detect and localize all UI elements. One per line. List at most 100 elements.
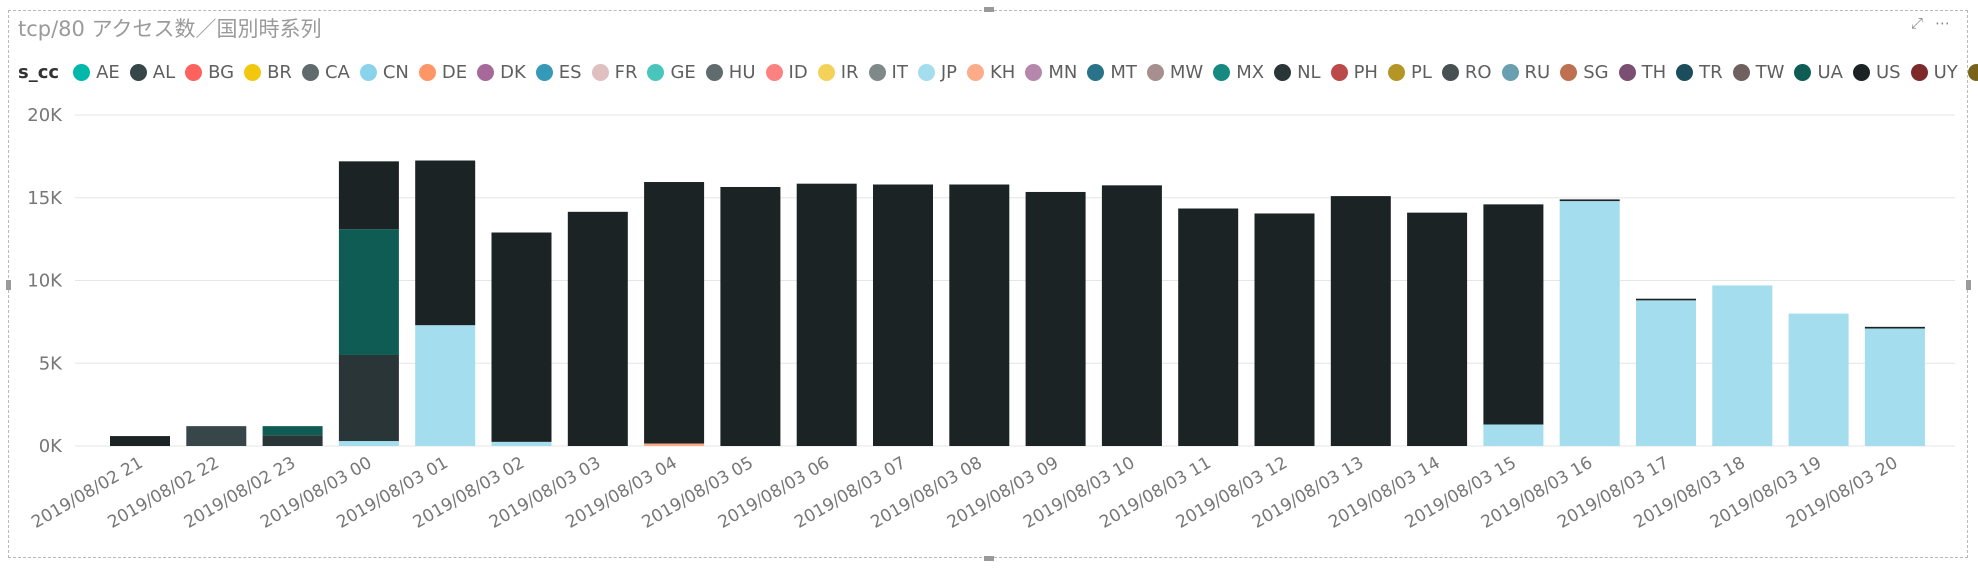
legend-item-id[interactable]: ID: [765, 62, 808, 83]
bar-segment-us[interactable]: [1864, 326, 1925, 329]
bar-segment-jp[interactable]: [491, 441, 552, 446]
legend-marker: [705, 64, 723, 81]
bar-segment-us[interactable]: [491, 232, 552, 442]
legend-item-tr[interactable]: TR: [1676, 62, 1723, 83]
resize-handle-bottom[interactable]: [984, 556, 994, 561]
bar-segment-us[interactable]: [415, 160, 476, 326]
bar-segment-jp[interactable]: [1636, 300, 1696, 446]
bar-segment-us[interactable]: [1101, 185, 1162, 446]
legend-marker: [73, 64, 91, 81]
resize-handle-top[interactable]: [984, 7, 994, 12]
bar-segment-us[interactable]: [1559, 199, 1620, 202]
y-tick-label: 0K: [39, 436, 63, 457]
bar-segment-jp[interactable]: [1712, 285, 1773, 446]
legend-marker: [1146, 64, 1164, 81]
bar-segment-jp[interactable]: [338, 441, 399, 446]
legend-item-nl[interactable]: NL: [1274, 62, 1321, 83]
bar-segment-us[interactable]: [1330, 196, 1391, 446]
legend-marker: [1967, 64, 1978, 81]
legend-label: MT: [1110, 62, 1137, 83]
bar-segment-us[interactable]: [338, 161, 399, 230]
bar-segment-nl[interactable]: [338, 354, 399, 442]
bar-segment-us[interactable]: [644, 182, 705, 444]
legend-item-mn[interactable]: MN: [1025, 62, 1077, 83]
legend-item-tw[interactable]: TW: [1732, 62, 1784, 83]
bar-segment-ua[interactable]: [262, 426, 323, 436]
bar-segment-us[interactable]: [567, 211, 628, 446]
resize-handle-left[interactable]: [6, 280, 11, 290]
legend-label: UY: [1933, 62, 1958, 83]
bar-segment-jp[interactable]: [1559, 201, 1620, 446]
legend-item-ge[interactable]: GE: [647, 62, 696, 83]
legend-marker: [647, 64, 665, 81]
legend-item-sg[interactable]: SG: [1560, 62, 1609, 83]
legend-item-pl[interactable]: PL: [1387, 62, 1432, 83]
bar-segment-us[interactable]: [1178, 208, 1239, 446]
bar-segment-jp[interactable]: [1788, 313, 1849, 446]
legend-item-fr[interactable]: FR: [591, 62, 638, 83]
legend-item-jp[interactable]: JP: [917, 62, 957, 83]
legend-item-al[interactable]: AL: [129, 62, 175, 83]
bar-segment-us[interactable]: [1407, 212, 1468, 446]
bar-segment-al[interactable]: [186, 426, 247, 446]
bar-segment-ua[interactable]: [338, 229, 399, 355]
bar-segment-us[interactable]: [873, 184, 933, 446]
legend-item-mx[interactable]: MX: [1213, 62, 1264, 83]
legend-marker: [477, 64, 495, 81]
legend-item-za[interactable]: ZA: [1967, 62, 1978, 83]
legend-item-ru[interactable]: RU: [1501, 62, 1551, 83]
bar-segment-us[interactable]: [1636, 298, 1696, 301]
legend-marker: [765, 64, 783, 81]
legend-item-ua[interactable]: UA: [1794, 62, 1843, 83]
legend-marker: [129, 64, 147, 81]
bar-segment-us[interactable]: [110, 436, 170, 446]
legend-label: AE: [96, 62, 120, 83]
bar-segment-jp[interactable]: [1864, 328, 1925, 446]
legend-item-dk[interactable]: DK: [477, 62, 526, 83]
chart-title: tcp/80 アクセス数／国別時系列: [18, 17, 322, 41]
legend-item-ro[interactable]: RO: [1441, 62, 1492, 83]
legend-item-kh[interactable]: KH: [967, 62, 1015, 83]
more-options-icon[interactable]: ⋯: [1935, 14, 1950, 32]
bar-segment-us[interactable]: [1254, 213, 1315, 446]
bar-segment-us[interactable]: [1483, 204, 1544, 425]
legend-label: MW: [1169, 62, 1204, 83]
chart-legend: s_cc AE AL BG BR CA CN DE DK ES FR GE HU ID IR IT JP KH M…: [18, 62, 1978, 83]
legend-title: s_cc: [18, 62, 60, 83]
bar-segment-nl[interactable]: [262, 435, 323, 446]
legend-marker: [1618, 64, 1636, 81]
legend-label: ID: [788, 62, 808, 83]
bar-segment-jp[interactable]: [1483, 424, 1544, 446]
legend-item-bg[interactable]: BG: [185, 62, 234, 83]
legend-marker: [817, 64, 835, 81]
legend-item-es[interactable]: ES: [535, 62, 582, 83]
legend-item-it[interactable]: IT: [868, 62, 908, 83]
resize-handle-right[interactable]: [1966, 280, 1971, 290]
legend-item-ph[interactable]: PH: [1330, 62, 1378, 83]
focus-mode-icon[interactable]: ⤢: [1910, 14, 1923, 32]
legend-label: RU: [1524, 62, 1551, 83]
legend-marker: [1330, 64, 1348, 81]
legend-item-ae[interactable]: AE: [73, 62, 120, 83]
bar-segment-us[interactable]: [949, 184, 1010, 446]
legend-marker: [1852, 64, 1870, 81]
visual-header-icons: ⤢ ⋯: [1911, 14, 1950, 32]
legend-item-cn[interactable]: CN: [359, 62, 409, 83]
bar-segment-us[interactable]: [796, 183, 857, 446]
legend-item-us[interactable]: US: [1852, 62, 1901, 83]
legend-item-th[interactable]: TH: [1618, 62, 1666, 83]
legend-item-mt[interactable]: MT: [1087, 62, 1137, 83]
legend-label: IT: [891, 62, 908, 83]
bar-segment-kh[interactable]: [644, 443, 705, 446]
legend-item-mw[interactable]: MW: [1146, 62, 1204, 83]
bar-segment-jp[interactable]: [415, 325, 476, 446]
legend-label: FR: [614, 62, 638, 83]
legend-item-ir[interactable]: IR: [817, 62, 859, 83]
legend-item-br[interactable]: BR: [244, 62, 292, 83]
bar-segment-us[interactable]: [1025, 191, 1086, 446]
legend-item-de[interactable]: DE: [418, 62, 467, 83]
legend-item-ca[interactable]: CA: [301, 62, 350, 83]
legend-item-hu[interactable]: HU: [705, 62, 756, 83]
legend-item-uy[interactable]: UY: [1910, 62, 1958, 83]
bar-segment-us[interactable]: [720, 186, 781, 446]
